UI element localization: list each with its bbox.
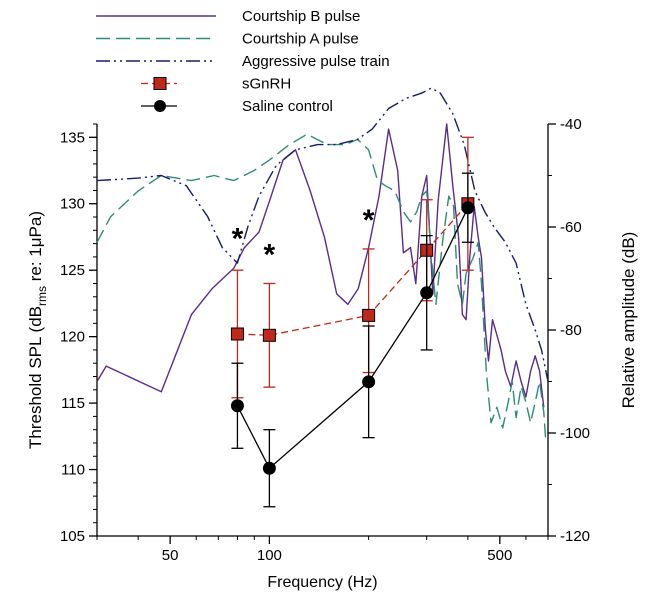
x-tick-label: 100 [257,547,282,564]
left-tick-label: 125 [60,262,85,279]
spectrum-courtship_b [96,123,545,408]
plot-frame [96,124,549,537]
left-tick-label: 105 [60,528,85,545]
spectrum-courtship_a [96,133,547,444]
legend-label-sgnrh: sGnRH [242,76,291,93]
significance-markers: * * * [232,204,375,272]
significance-asterisk: * [232,223,244,256]
right-tick-label: -40 [560,116,582,133]
significance-asterisk: * [363,204,375,237]
left-axis-title-sub: rms [35,286,49,306]
legend: Courtship B pulse Courtship A pulse Aggres… [96,8,390,115]
data-point-saline [362,375,376,389]
x-tick-label: 500 [487,547,512,564]
data-point-saline [420,286,434,300]
axes: 105 110 115 120 125 130 135 -120 -100 -80 -60 -40 50… [26,116,638,591]
significance-asterisk: * [264,239,276,272]
right-tick-label: -60 [560,219,582,236]
left-axis-title-main: Threshold SPL (dB [26,306,45,449]
right-tick-label: -80 [560,322,582,339]
left-axis-title: Threshold SPL (dBrms re: 1μPa) [26,211,49,449]
legend-marker-saline [154,100,166,112]
spectrum-aggressive [96,87,549,382]
x-axis-title: Frequency (Hz) [267,574,377,591]
left-tick-label: 130 [60,196,85,213]
right-tick-label: -120 [560,528,590,545]
left-tick-label: 115 [61,395,85,412]
legend-label-aggressive: Aggressive pulse train [242,53,390,70]
data-point-saline [230,399,244,413]
data-point-sgnrh [262,328,276,342]
spectra-lines [96,87,549,444]
left-tick-label: 135 [60,129,85,146]
left-tick-label: 120 [60,329,85,346]
right-axis-title: Relative amplitude (dB) [619,232,638,409]
left-axis-title-rest: re: 1μPa) [26,211,45,286]
legend-label-courtship_b: Courtship B pulse [242,8,360,25]
data-point-saline [262,461,276,475]
data-point-sgnrh [362,308,376,322]
legend-label-saline: Saline control [242,98,333,115]
legend-marker-sgnrh [153,77,167,90]
legend-label-courtship_a: Courtship A pulse [242,31,359,48]
right-tick-label: -100 [560,425,590,442]
left-tick-label: 110 [61,462,85,479]
series-saline [230,172,475,508]
data-point-saline [461,201,475,215]
x-tick-label: 50 [162,547,179,564]
threshold-series [230,136,475,508]
data-point-sgnrh [230,327,244,341]
